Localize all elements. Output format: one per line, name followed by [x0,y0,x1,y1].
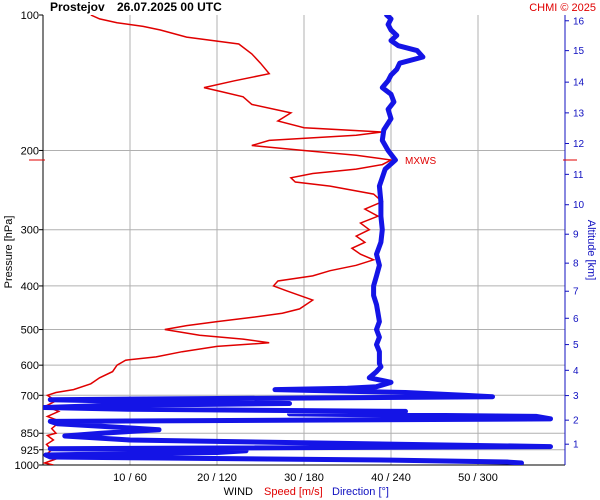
pressure-tick-label: 400 [21,281,39,293]
pressure-tick-label: 500 [21,325,39,337]
station-title: Prostejov [50,0,105,14]
direction-axis-title: Direction [°] [332,486,389,498]
pressure-tick-label: 100 [21,10,39,22]
grid [43,15,565,465]
altitude-tick-label: 3 [573,391,579,402]
altitude-tick-label: 4 [573,366,579,377]
x-tick-label: 40 / 240 [371,472,411,484]
x-tick-label: 10 / 60 [113,472,147,484]
pressure-tick-label: 925 [21,445,39,457]
x-tick-label: 30 / 180 [284,472,324,484]
altitude-tick-label: 12 [573,139,585,150]
altitude-axis-title: Altitude [km] [585,220,597,281]
altitude-tick-label: 8 [573,259,579,270]
mxws-marker: MXWS [29,156,577,167]
datetime-title: 26.07.2025 00 UTC [117,0,222,14]
altitude-tick-label: 15 [573,46,585,57]
direction-series-line [43,15,553,465]
altitude-tick-label: 5 [573,340,579,351]
altitude-tick-label: 9 [573,230,579,241]
pressure-tick-labels: 100 200 300 400 500 600 700 850 925 1000 [15,10,43,472]
altitude-tick-label: 14 [573,78,585,89]
altitude-tick-label: 6 [573,314,579,325]
wind-axis-title: WIND [224,486,253,498]
pressure-tick-label: 200 [21,145,39,157]
altitude-tick-label: 10 [573,200,585,211]
mxws-label: MXWS [405,156,436,167]
pressure-tick-label: 600 [21,360,39,372]
altitude-tick-label: 7 [573,287,579,298]
pressure-axis-title: Pressure [hPa] [3,216,15,289]
speed-axis-title: Speed [m/s] [264,486,323,498]
altitude-tick-label: 16 [573,16,585,27]
x-tick-label: 20 / 120 [197,472,237,484]
altitude-tick-label: 2 [573,416,579,427]
altitude-tick-label: 13 [573,108,585,119]
plot-frame [42,15,566,466]
altitude-tick-label: 1 [573,440,579,451]
altitude-tick-label: 11 [573,170,584,181]
pressure-tick-label: 300 [21,225,39,237]
plot-clip-group [43,15,553,465]
credit-text: CHMI © 2025 [529,2,596,14]
x-tick-label: 50 / 300 [458,472,498,484]
pressure-tick-label: 850 [21,428,39,440]
pressure-tick-label: 700 [21,390,39,402]
pressure-tick-label: 1000 [15,460,39,472]
x-tick-labels: 10 / 60 20 / 120 30 / 180 40 / 240 50 / 300 [113,472,498,484]
